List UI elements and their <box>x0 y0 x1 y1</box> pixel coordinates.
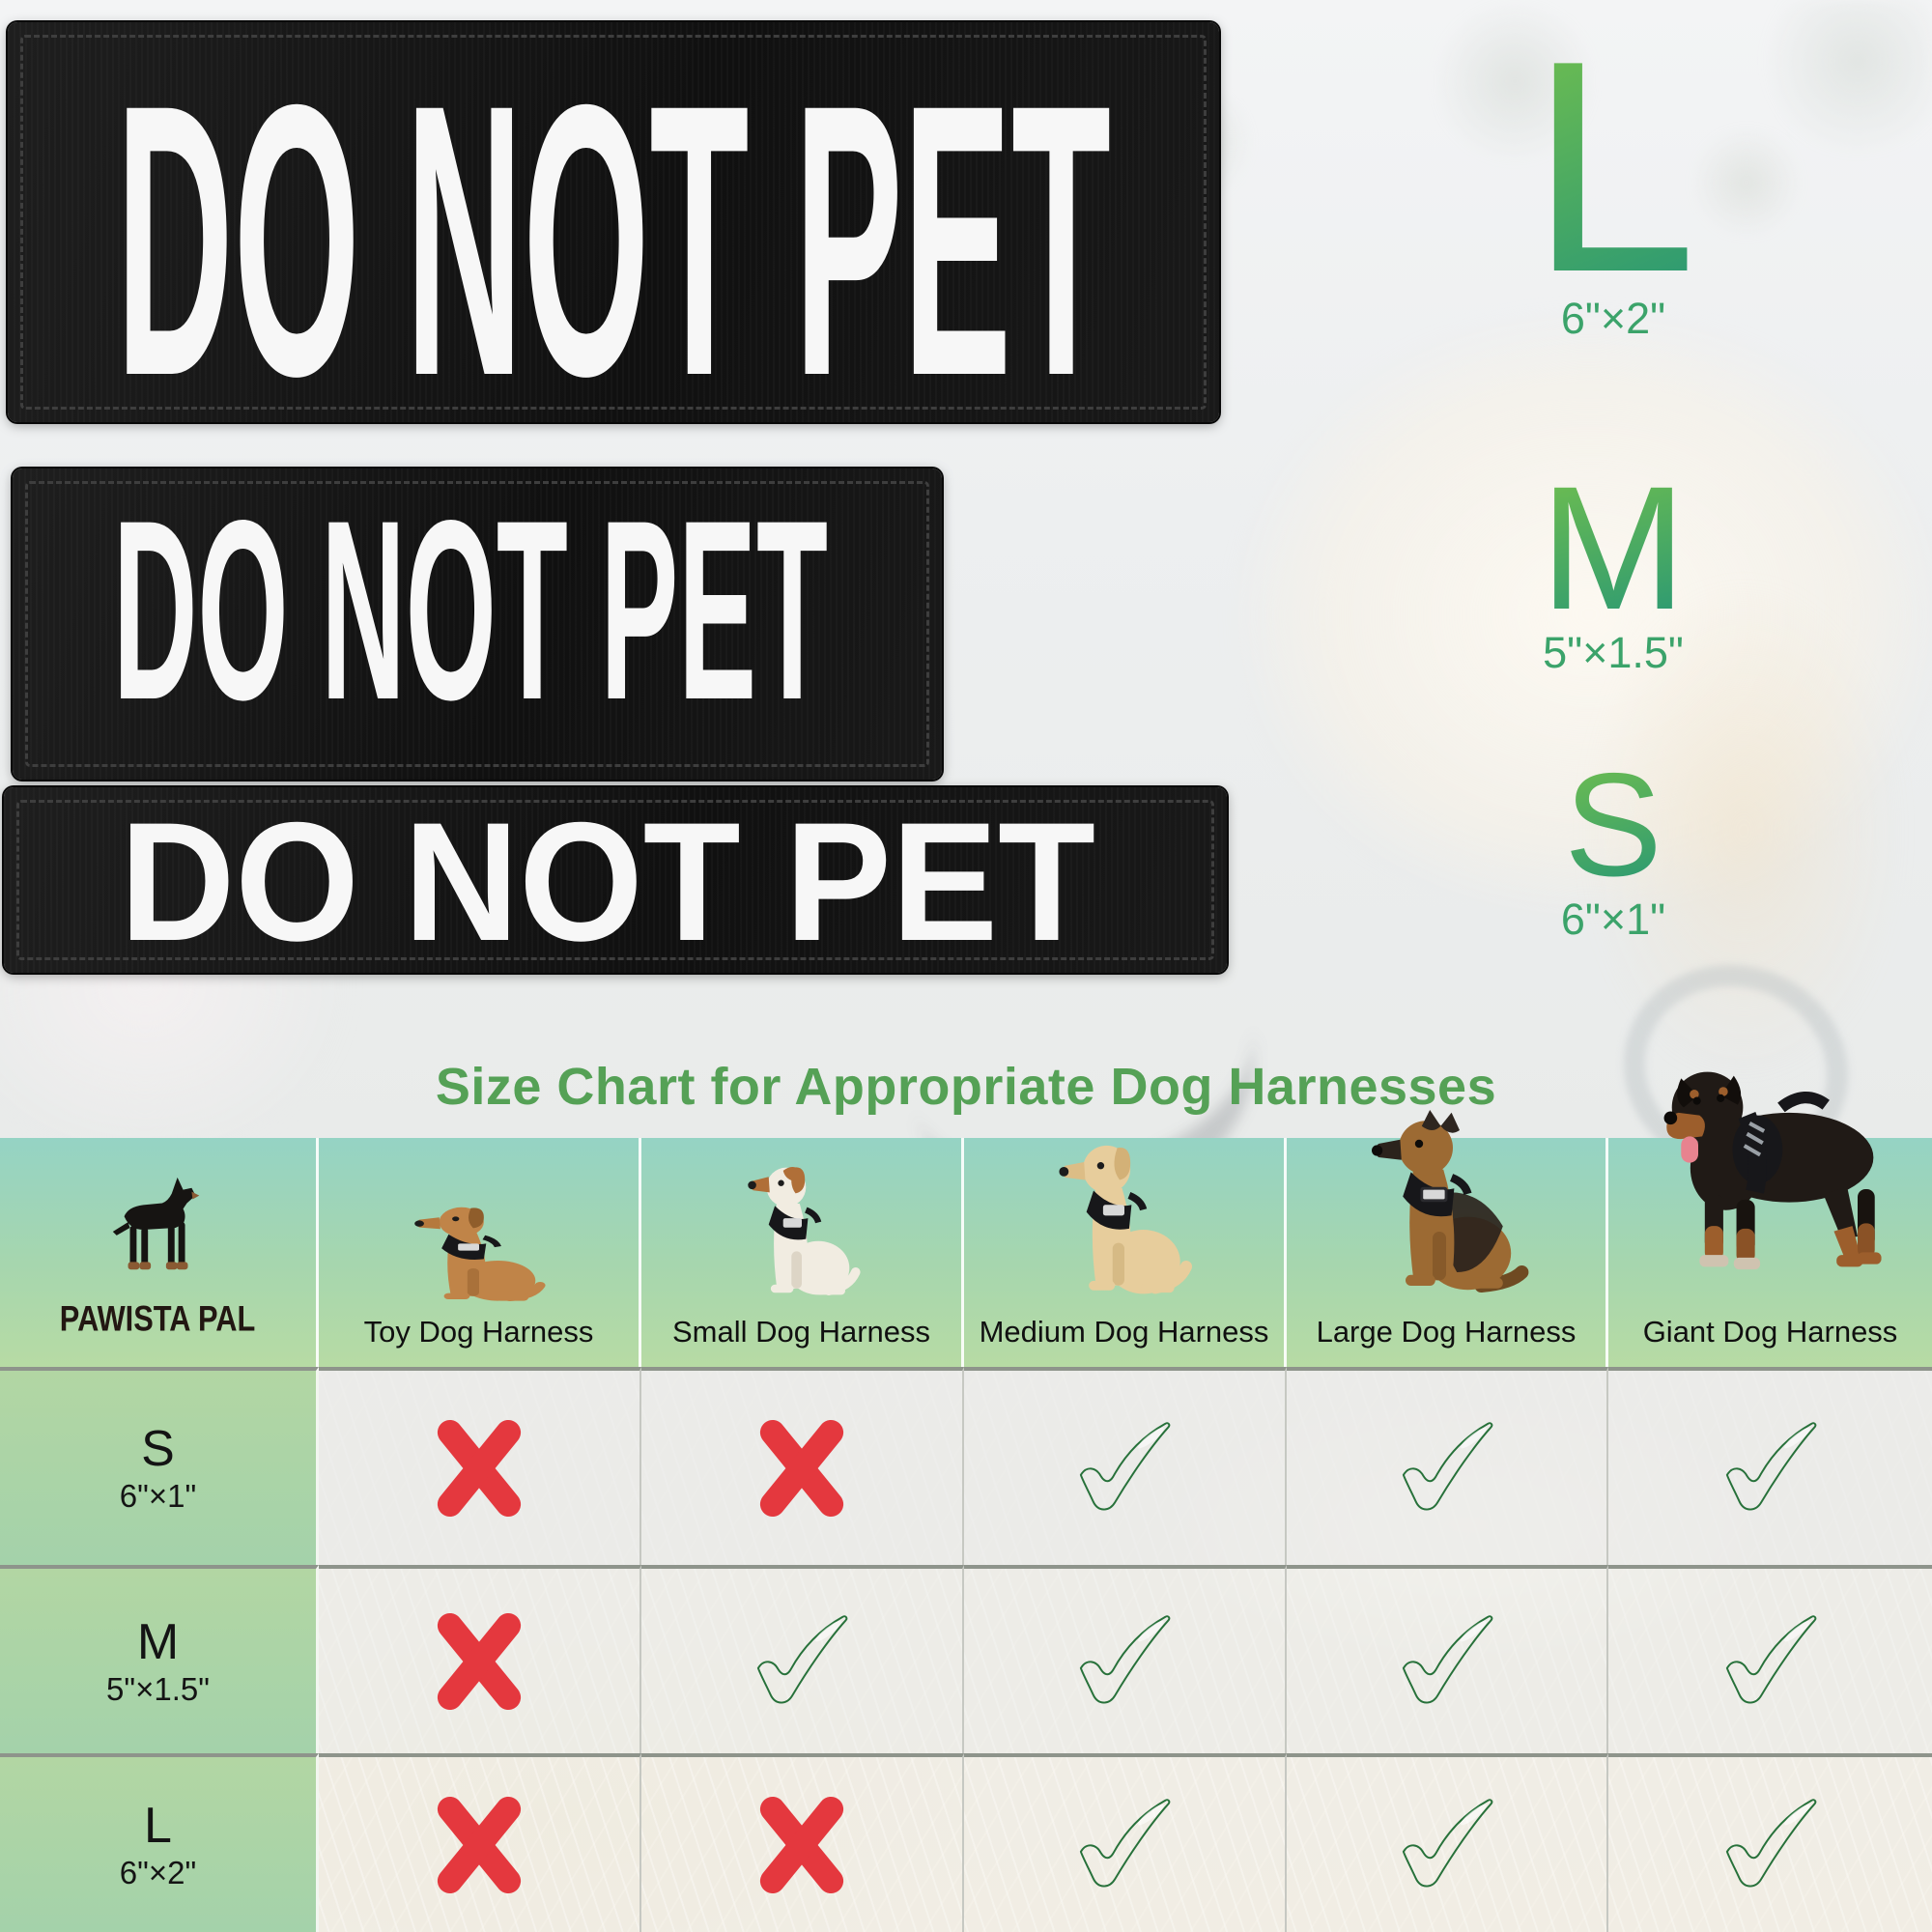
size-dims-large: 6"×2" <box>1560 294 1666 343</box>
cell-l-medium <box>964 1753 1287 1932</box>
cell-s-giant <box>1608 1367 1932 1565</box>
cell-l-giant <box>1608 1753 1932 1932</box>
cell-m-giant <box>1608 1565 1932 1753</box>
giant-dog-photo <box>1663 1071 1882 1270</box>
row-size-dims: 6"×2" <box>119 1855 197 1890</box>
x-icon <box>437 1419 522 1517</box>
size-dims-medium: 5"×1.5" <box>1543 628 1684 677</box>
x-icon <box>759 1419 844 1517</box>
large-dog-photo <box>1372 1110 1529 1293</box>
row-size-letter: L <box>144 1798 172 1854</box>
size-chart-table: PAWISTA PAL Toy Dog Harness <box>0 1071 1932 1932</box>
cell-m-small <box>641 1565 964 1753</box>
x-icon <box>437 1796 522 1893</box>
column-header-label: Large Dog Harness <box>1316 1315 1577 1349</box>
cell-s-small <box>641 1367 964 1565</box>
x-icon <box>437 1612 522 1710</box>
patch-medium-text: DO NOT PET <box>113 469 828 753</box>
check-icon <box>1079 1799 1171 1888</box>
size-badge-small: S 6"×1" <box>1534 761 1692 945</box>
patch-medium-text-svg: DO NOT PET <box>113 469 828 753</box>
row-label-l: L 6"×2" <box>0 1753 319 1932</box>
medium-dog-photo <box>1058 1145 1192 1294</box>
cell-l-toy <box>319 1753 641 1932</box>
do-not-pet-patch-small: DO NOT PET <box>4 787 1227 973</box>
patch-large-text: DO NOT PET <box>116 24 1111 422</box>
check-icon <box>1079 1615 1171 1704</box>
do-not-pet-patch-medium: DO NOT PET <box>13 469 942 780</box>
svg-text:S: S <box>1564 761 1662 885</box>
row-size-letter: S <box>141 1421 175 1477</box>
column-header-label: Toy Dog Harness <box>363 1315 594 1349</box>
faded-dog-ear <box>1584 580 1903 1082</box>
column-header-medium: Medium Dog Harness <box>964 1138 1287 1367</box>
x-icon <box>759 1796 844 1893</box>
cell-l-small <box>641 1753 964 1932</box>
row-size-dims: 5"×1.5" <box>106 1671 210 1707</box>
svg-text:M: M <box>1540 471 1687 618</box>
check-icon <box>756 1615 848 1704</box>
size-letter-m: M <box>1540 471 1687 618</box>
brand-header-cell: PAWISTA PAL <box>0 1138 319 1367</box>
column-header-small: Small Dog Harness <box>641 1138 964 1367</box>
column-header-label: Small Dog Harness <box>671 1315 931 1349</box>
cell-s-medium <box>964 1367 1287 1565</box>
row-size-dims: 6"×1" <box>119 1478 197 1514</box>
check-icon <box>1725 1799 1816 1888</box>
check-icon <box>1402 1422 1492 1511</box>
brand-logo-icon <box>112 1177 199 1269</box>
size-letter-s: S <box>1564 761 1662 885</box>
cell-m-toy <box>319 1565 641 1753</box>
check-icon <box>1725 1422 1816 1511</box>
column-header-large: Large Dog Harness <box>1287 1110 1608 1367</box>
patch-small-text-svg: DO NOT PET <box>120 788 1095 973</box>
column-header-toy: Toy Dog Harness <box>319 1138 641 1367</box>
size-badge-medium: M 5"×1.5" <box>1515 471 1712 678</box>
check-icon <box>1079 1422 1171 1511</box>
cell-m-medium <box>964 1565 1287 1753</box>
do-not-pet-patch-large: DO NOT PET <box>8 22 1219 422</box>
brand-name: PAWISTA PAL <box>60 1298 256 1339</box>
patch-small-text: DO NOT PET <box>120 788 1095 973</box>
toy-dog-photo <box>413 1207 546 1301</box>
cell-l-large <box>1287 1753 1608 1932</box>
check-icon <box>1402 1799 1492 1888</box>
cell-s-toy <box>319 1367 641 1565</box>
size-badge-large: L 6"×2" <box>1521 41 1705 344</box>
size-dims-small: 6"×1" <box>1560 895 1666 944</box>
column-header-label: Medium Dog Harness <box>979 1315 1269 1349</box>
size-letter-l: L <box>1529 41 1697 284</box>
cell-m-large <box>1287 1565 1608 1753</box>
cell-s-large <box>1287 1367 1608 1565</box>
check-icon <box>1725 1615 1816 1704</box>
column-header-label: Giant Dog Harness <box>1642 1315 1898 1349</box>
row-label-m: M 5"×1.5" <box>0 1565 319 1753</box>
row-size-letter: M <box>136 1614 180 1670</box>
size-chart-title: Size Chart for Appropriate Dog Harnesses <box>435 1058 1497 1116</box>
patch-large-text-svg: DO NOT PET <box>116 24 1111 422</box>
svg-text:L: L <box>1529 41 1697 284</box>
row-label-s: S 6"×1" <box>0 1367 319 1565</box>
small-dog-photo <box>747 1167 861 1295</box>
check-icon <box>1402 1615 1492 1704</box>
column-header-giant: Giant Dog Harness <box>1608 1071 1932 1367</box>
